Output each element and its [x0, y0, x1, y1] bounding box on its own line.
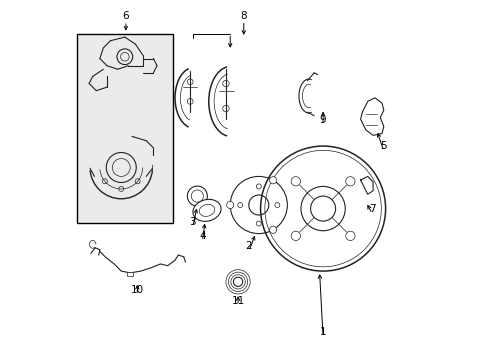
Bar	[127, 272, 133, 276]
Text: 3: 3	[189, 217, 196, 227]
Bar	[77, 33, 173, 223]
Text: 7: 7	[368, 204, 375, 214]
Ellipse shape	[193, 199, 221, 221]
Circle shape	[269, 226, 276, 233]
Circle shape	[226, 202, 233, 208]
Text: 6: 6	[122, 11, 129, 21]
Text: 8: 8	[240, 11, 246, 21]
Text: 4: 4	[199, 231, 205, 242]
Text: 11: 11	[231, 296, 244, 306]
Text: 5: 5	[380, 141, 386, 152]
Text: 9: 9	[319, 114, 325, 125]
Text: 1: 1	[319, 327, 325, 337]
Circle shape	[269, 177, 276, 184]
Text: 2: 2	[245, 242, 252, 251]
Ellipse shape	[199, 204, 214, 216]
Text: 10: 10	[130, 285, 143, 295]
